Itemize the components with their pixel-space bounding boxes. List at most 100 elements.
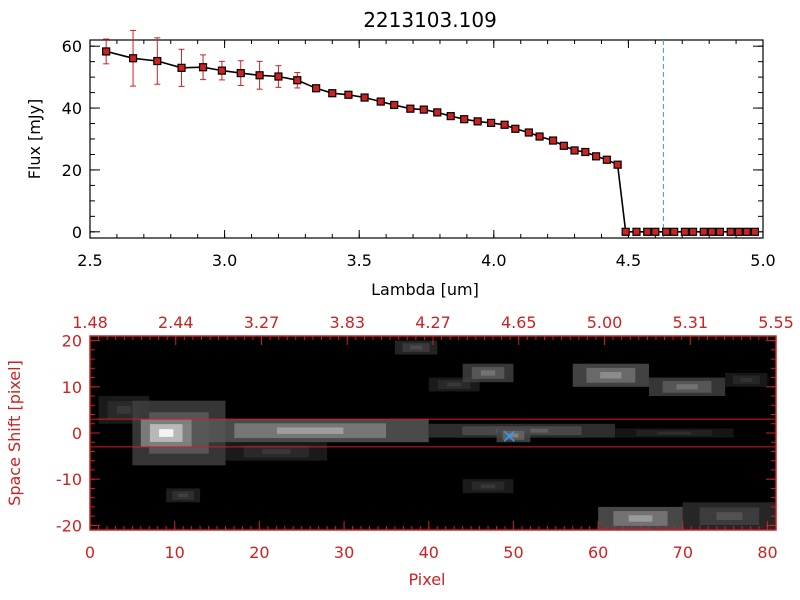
data-point bbox=[487, 118, 496, 128]
top-tick-label: 4.65 bbox=[501, 313, 537, 332]
data-point bbox=[715, 227, 725, 236]
image-emission-region bbox=[740, 377, 753, 382]
data-point bbox=[293, 76, 302, 85]
x-tick-label: 20 bbox=[249, 543, 269, 562]
y-tick-label: -20 bbox=[56, 516, 82, 535]
y-tick-label: 20 bbox=[62, 161, 82, 180]
data-point bbox=[559, 141, 568, 150]
x-tick-label: 70 bbox=[673, 543, 693, 562]
image-emission-region bbox=[178, 493, 188, 498]
y-tick-label: 0 bbox=[72, 223, 82, 242]
y-axis-label-space-shift: Space Shift [pixel] bbox=[5, 360, 24, 506]
data-point bbox=[360, 93, 369, 102]
data-point bbox=[406, 104, 415, 113]
data-point bbox=[473, 117, 482, 126]
x-tick-label: 4.0 bbox=[481, 251, 506, 270]
x-tick-label: 4.5 bbox=[616, 251, 641, 270]
top-tick-label: 5.31 bbox=[672, 313, 708, 332]
data-point bbox=[274, 72, 283, 81]
data-point bbox=[613, 160, 622, 169]
y-tick-label: 10 bbox=[62, 378, 82, 397]
data-point bbox=[670, 227, 679, 236]
y-tick-label: 20 bbox=[62, 332, 82, 351]
data-point bbox=[344, 90, 353, 99]
data-point bbox=[217, 66, 227, 75]
image-emission-region bbox=[116, 406, 131, 414]
left-y-axis-ticks: -20 -10 0 10 20 bbox=[56, 332, 776, 535]
aperture-lines bbox=[90, 418, 776, 448]
x-tick-label: 2.5 bbox=[77, 251, 102, 270]
bottom-x-axis-ticks: 0 10 20 30 40 50 60 70 80 bbox=[85, 521, 778, 562]
data-point bbox=[643, 227, 652, 236]
x-axis-label-pixel: Pixel bbox=[408, 570, 445, 589]
image-emission-region bbox=[508, 433, 519, 438]
chart-title: 2213103.109 bbox=[363, 8, 497, 32]
data-point bbox=[742, 227, 751, 236]
spectrum-image bbox=[90, 336, 776, 530]
plot-frame bbox=[89, 39, 764, 239]
image-emission-region bbox=[676, 384, 698, 390]
x-tick-label: 10 bbox=[165, 543, 185, 562]
image-emission-region bbox=[262, 448, 291, 455]
data-point bbox=[511, 124, 520, 133]
data-point bbox=[328, 89, 337, 98]
data-point bbox=[460, 115, 469, 124]
image-emission-region bbox=[480, 370, 496, 376]
y-tick-label: 40 bbox=[62, 99, 82, 118]
spectrum-plot: 2213103.109 2.5 3.0 3.5 4.0 4.5 5.0 0 20 40 60 L… bbox=[25, 8, 776, 299]
data-point bbox=[419, 105, 428, 114]
y-axis-ticks: 0 20 40 60 bbox=[62, 37, 763, 242]
data-point bbox=[177, 63, 186, 72]
data-point bbox=[707, 227, 716, 236]
top-tick-label: 4.27 bbox=[415, 313, 451, 332]
data-point bbox=[570, 146, 579, 155]
top-tick-label: 3.83 bbox=[329, 313, 365, 332]
data-point bbox=[198, 63, 208, 72]
y-axis-label: Flux [mJy] bbox=[25, 99, 44, 180]
image-emission-region bbox=[276, 427, 344, 434]
data-point bbox=[734, 227, 743, 236]
data-point bbox=[376, 97, 385, 106]
top-tick-label: 5.00 bbox=[587, 313, 623, 332]
image-emission-region bbox=[480, 484, 496, 489]
data-point bbox=[621, 227, 630, 236]
data-point bbox=[102, 47, 111, 56]
image-emission-region bbox=[447, 382, 462, 387]
y-tick-label: -10 bbox=[56, 470, 82, 489]
image-emission-region bbox=[600, 372, 622, 379]
y-tick-label: 0 bbox=[72, 424, 82, 443]
top-tick-label: 5.55 bbox=[758, 313, 794, 332]
image-emission-region bbox=[159, 429, 174, 437]
top-tick-label: 3.27 bbox=[244, 313, 280, 332]
data-points bbox=[102, 47, 760, 236]
target-marker-stroke bbox=[503, 430, 515, 442]
data-point bbox=[446, 112, 455, 121]
image-emission-region bbox=[716, 512, 743, 521]
data-point bbox=[680, 227, 690, 236]
data-point bbox=[548, 136, 558, 145]
top-tick-label: 1.48 bbox=[72, 313, 108, 332]
data-point bbox=[524, 128, 533, 137]
data-point bbox=[602, 155, 611, 164]
x-tick-label: 40 bbox=[419, 543, 439, 562]
x-tick-label: 30 bbox=[334, 543, 354, 562]
x-tick-label: 50 bbox=[503, 543, 523, 562]
x-tick-label: 3.5 bbox=[346, 251, 371, 270]
data-point bbox=[236, 69, 245, 78]
image-emission-region bbox=[657, 431, 691, 435]
target-marker bbox=[503, 430, 515, 442]
x-axis-ticks: 2.5 3.0 3.5 4.0 4.5 5.0 bbox=[77, 40, 776, 270]
top-tick-label: 2.44 bbox=[158, 313, 194, 332]
data-point bbox=[153, 56, 162, 66]
data-point bbox=[255, 71, 264, 80]
x-tick-label: 3.0 bbox=[212, 251, 237, 270]
data-point bbox=[535, 132, 544, 141]
x-tick-label: 0 bbox=[85, 543, 95, 562]
data-point bbox=[699, 227, 708, 236]
data-point bbox=[390, 100, 399, 110]
data-point bbox=[581, 147, 590, 157]
data-point bbox=[312, 84, 321, 93]
data-point bbox=[500, 120, 509, 129]
x-tick-label: 80 bbox=[757, 543, 777, 562]
